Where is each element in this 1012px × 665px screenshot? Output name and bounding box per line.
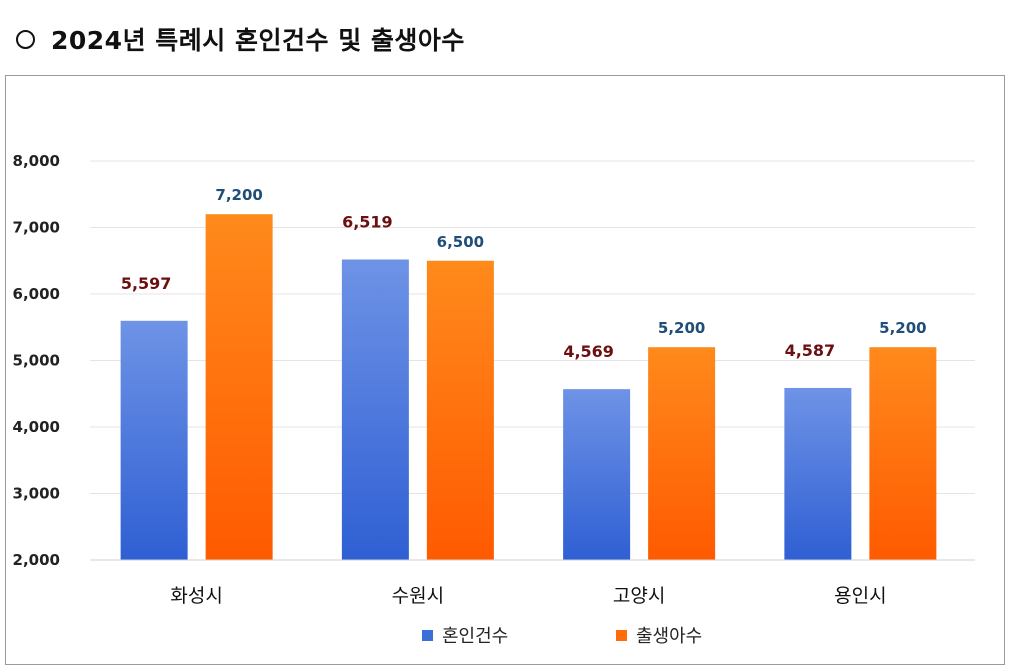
- bar-marriages: [784, 387, 852, 560]
- legend-swatch: [616, 630, 627, 641]
- bar-births: [426, 260, 494, 560]
- page-title: 2024년 특례시 혼인건수 및 출생아수: [51, 26, 465, 55]
- legend-swatch: [422, 630, 433, 641]
- data-label: 5,200: [658, 319, 705, 337]
- bar-marriages: [120, 320, 188, 560]
- bar-births: [869, 347, 937, 560]
- y-tick-label: 7,000: [13, 219, 60, 237]
- x-tick-label: 고양시: [613, 585, 665, 607]
- y-tick-label: 5,000: [13, 352, 60, 370]
- bar-marriages: [341, 259, 409, 560]
- x-tick-label: 수원시: [392, 585, 444, 607]
- title-row: 2024년 특례시 혼인건수 및 출생아수: [16, 22, 465, 56]
- data-label: 5,200: [879, 319, 926, 337]
- bar-births: [205, 214, 273, 560]
- y-tick-label: 8,000: [13, 152, 60, 170]
- bar-births: [648, 347, 716, 560]
- legend-label: 혼인건수: [442, 626, 508, 647]
- data-label: 6,519: [342, 212, 393, 231]
- y-tick-label: 3,000: [13, 485, 60, 503]
- data-label: 4,587: [785, 341, 836, 360]
- data-label: 6,500: [437, 233, 484, 251]
- legend-label: 출생아수: [636, 626, 702, 647]
- bar-marriages: [563, 389, 631, 560]
- data-label: 4,569: [563, 342, 614, 361]
- circle-bullet-icon: [16, 29, 35, 49]
- data-label: 7,200: [215, 186, 262, 204]
- y-tick-label: 2,000: [13, 551, 60, 569]
- x-tick-label: 용인시: [834, 585, 886, 607]
- data-label: 5,597: [121, 274, 172, 293]
- y-tick-label: 4,000: [13, 418, 60, 436]
- y-tick-label: 6,000: [13, 285, 60, 303]
- x-tick-label: 화성시: [170, 585, 222, 607]
